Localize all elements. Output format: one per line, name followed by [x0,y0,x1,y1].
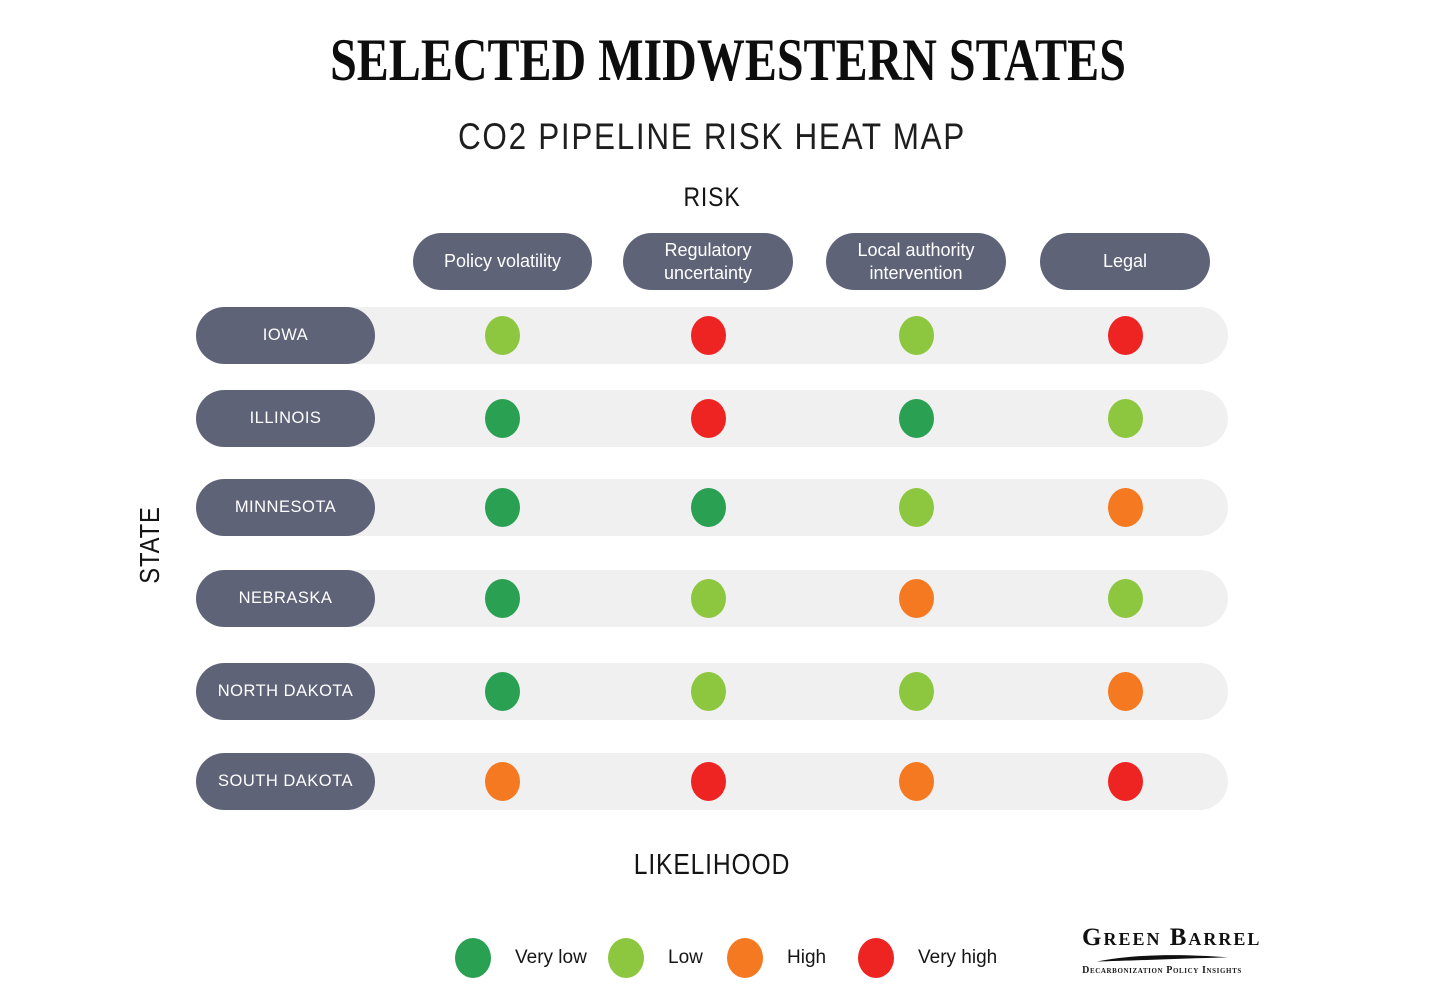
risk-dot-north-dakota-policy-volatility [485,672,520,711]
column-header-regulatory-uncertainty: Regulatory uncertainty [623,233,793,290]
row-label-illinois: ILLINOIS [196,390,375,447]
risk-dot-illinois-local-authority-intervention [898,399,934,438]
risk-dot-south-dakota-legal [1107,762,1143,801]
legend-label-low: Low [668,947,703,968]
risk-dot-nebraska-local-authority-intervention [898,579,934,618]
risk-dot-minnesota-regulatory-uncertainty [690,488,726,527]
risk-dot-north-dakota-local-authority-intervention [898,672,934,711]
state-row-north-dakota: NORTH DAKOTA [196,663,1228,720]
column-header-local-authority-intervention: Local authority intervention [826,233,1006,290]
risk-dot-iowa-local-authority-intervention [898,316,934,355]
legend-item-high: High [727,938,826,978]
row-label-iowa: IOWA [196,307,375,364]
risk-dot-illinois-legal [1107,399,1143,438]
legend-label-very-low: Very low [515,947,587,968]
risk-dot-nebraska-policy-volatility [485,579,520,618]
risk-axis-label: RISK [683,182,741,212]
page-title: SELECTED MIDWESTERN STATES [330,27,1126,93]
risk-dot-iowa-regulatory-uncertainty [690,316,726,355]
column-header-legal: Legal [1040,233,1210,290]
logo-wordmark: Green Barrel [1082,924,1262,951]
risk-dot-illinois-regulatory-uncertainty [690,399,726,438]
risk-dot-south-dakota-policy-volatility [485,762,520,801]
chart-subtitle: CO2 PIPELINE RISK HEAT MAP [458,116,966,157]
risk-dot-minnesota-local-authority-intervention [898,488,934,527]
state-row-south-dakota: SOUTH DAKOTA [196,753,1228,810]
risk-dot-north-dakota-legal [1107,672,1143,711]
green-barrel-logo: Green Barrel Decarbonization Policy Insi… [1082,924,1262,976]
logo-tagline: Decarbonization Policy Insights [1082,964,1242,976]
risk-dot-south-dakota-regulatory-uncertainty [690,762,726,801]
legend-dot-low [608,938,644,978]
risk-dot-nebraska-regulatory-uncertainty [690,579,726,618]
state-row-nebraska: NEBRASKA [196,570,1228,627]
legend-dot-very-high [858,938,894,978]
column-header-policy-volatility: Policy volatility [413,233,592,290]
likelihood-axis-label: LIKELIHOOD [633,849,791,881]
row-label-north-dakota: NORTH DAKOTA [196,663,375,720]
row-label-nebraska: NEBRASKA [196,570,375,627]
state-row-minnesota: MINNESOTA [196,479,1228,536]
state-row-illinois: ILLINOIS [196,390,1228,447]
row-label-minnesota: MINNESOTA [196,479,375,536]
risk-dot-illinois-policy-volatility [485,399,520,438]
risk-dot-iowa-legal [1107,316,1143,355]
legend-item-very-low: Very low [455,938,587,978]
legend-item-low: Low [608,938,703,978]
legend-label-high: High [787,947,827,968]
logo-swoosh-icon [1097,954,1228,962]
risk-dot-north-dakota-regulatory-uncertainty [690,672,726,711]
legend-label-very-high: Very high [918,947,998,968]
risk-dot-iowa-policy-volatility [485,316,520,355]
risk-dot-minnesota-legal [1107,488,1143,527]
legend-item-very-high: Very high [858,938,997,978]
risk-dot-south-dakota-local-authority-intervention [898,762,934,801]
risk-dot-nebraska-legal [1107,579,1143,618]
state-row-iowa: IOWA [196,307,1228,364]
legend-dot-high [727,938,763,978]
risk-dot-minnesota-policy-volatility [485,488,520,527]
legend-dot-very-low [455,938,491,978]
row-label-south-dakota: SOUTH DAKOTA [196,753,375,810]
state-axis-label: STATE [134,506,165,584]
